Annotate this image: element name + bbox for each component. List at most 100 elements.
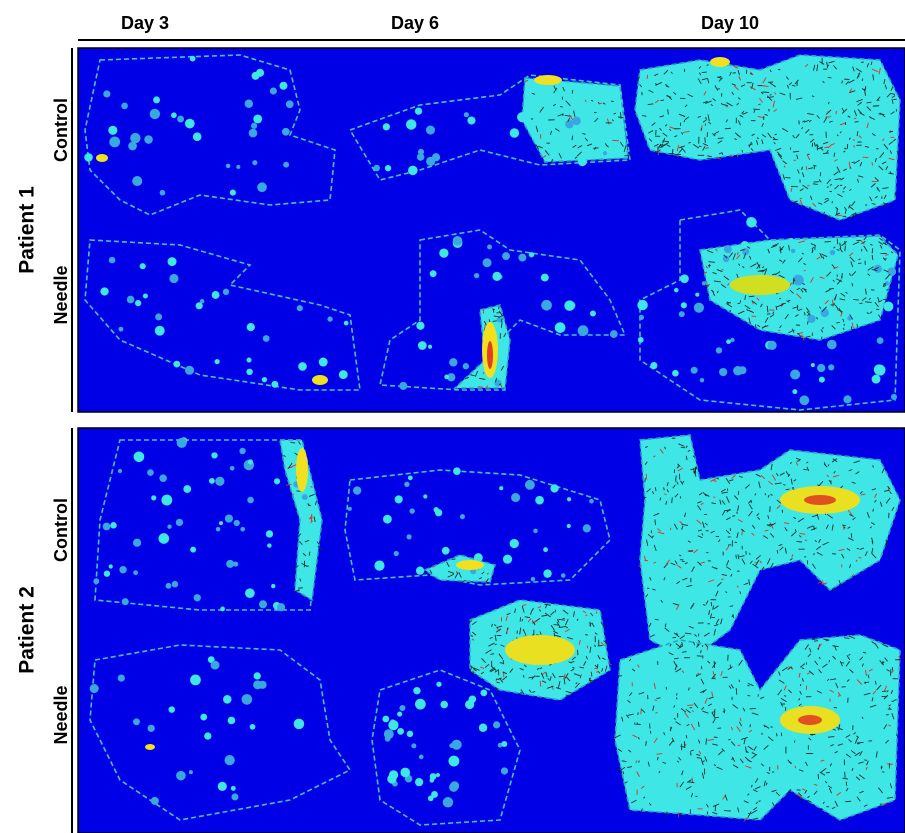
signal-dot bbox=[502, 252, 510, 260]
signal-dot bbox=[231, 793, 238, 800]
signal-dot bbox=[452, 740, 462, 750]
fiber-speck bbox=[702, 645, 703, 647]
signal-dot bbox=[413, 687, 420, 694]
fiber-speck bbox=[641, 709, 642, 714]
signal-dot bbox=[373, 165, 379, 171]
signal-dot bbox=[173, 361, 180, 368]
fiber-speck bbox=[762, 92, 769, 93]
signal-dot bbox=[194, 594, 201, 601]
signal-dot bbox=[429, 778, 434, 783]
signal-dot bbox=[467, 116, 475, 124]
fiber-speck bbox=[722, 153, 723, 155]
signal-dot bbox=[135, 300, 141, 306]
signal-dot bbox=[827, 340, 837, 350]
signal-dot bbox=[434, 507, 439, 512]
fiber-speck bbox=[748, 695, 751, 696]
signal-dot bbox=[436, 773, 440, 777]
signal-dot bbox=[151, 797, 159, 805]
signal-dot bbox=[110, 522, 116, 528]
signal-dot bbox=[499, 486, 503, 490]
signal-dot bbox=[679, 311, 685, 317]
row-label: Needle bbox=[51, 265, 71, 324]
fiber-speck bbox=[872, 248, 873, 253]
signal-dot bbox=[415, 699, 426, 710]
fiber-speck bbox=[686, 735, 687, 738]
signal-dot bbox=[252, 72, 260, 80]
signal-dot bbox=[344, 321, 349, 326]
signal-dot bbox=[487, 244, 492, 249]
fiber-speck bbox=[452, 559, 456, 560]
signal-dot bbox=[298, 362, 307, 371]
signal-dot bbox=[93, 578, 99, 584]
fiber-speck bbox=[540, 681, 541, 687]
signal-dot bbox=[741, 241, 749, 249]
signal-dot bbox=[719, 368, 727, 376]
signal-dot bbox=[479, 724, 487, 732]
fiber-speck bbox=[702, 72, 707, 73]
signal-dot bbox=[555, 322, 566, 333]
signal-dot bbox=[315, 519, 320, 524]
signal-dot bbox=[223, 695, 232, 704]
signal-dot bbox=[166, 583, 172, 589]
fiber-speck bbox=[618, 117, 623, 118]
signal-dot bbox=[463, 363, 469, 369]
fiber-speck bbox=[493, 321, 497, 322]
signal-dot bbox=[716, 347, 722, 353]
signal-dot bbox=[147, 469, 154, 476]
signal-dot bbox=[887, 267, 896, 276]
fiber-speck bbox=[705, 124, 706, 126]
fiber-speck bbox=[758, 104, 760, 105]
signal-dot bbox=[249, 129, 258, 138]
signal-dot bbox=[133, 718, 140, 725]
signal-dot bbox=[529, 252, 534, 257]
signal-dot bbox=[531, 577, 535, 581]
fiber-speck bbox=[705, 148, 709, 149]
signal-dot bbox=[724, 245, 732, 253]
signal-dot bbox=[250, 724, 256, 730]
signal-dot bbox=[416, 322, 424, 330]
signal-dot bbox=[254, 672, 261, 679]
signal-dot bbox=[817, 364, 825, 372]
figure: Day 3 Day 6 Day 10 Patient 1 Control Nee… bbox=[0, 0, 905, 833]
signal-dot bbox=[158, 533, 169, 544]
signal-dot bbox=[409, 508, 414, 513]
signal-dot bbox=[172, 581, 179, 588]
signal-dot bbox=[541, 274, 549, 282]
signal-dot bbox=[394, 551, 399, 556]
signal-dot bbox=[252, 160, 257, 165]
fiber-speck bbox=[855, 122, 859, 123]
signal-dot bbox=[301, 519, 308, 526]
signal-dot bbox=[245, 100, 253, 108]
signal-dot bbox=[406, 119, 416, 129]
signal-dot bbox=[263, 335, 270, 342]
signal-dot bbox=[122, 598, 129, 605]
column-header: Day 6 bbox=[391, 13, 439, 33]
signal-dot bbox=[118, 469, 122, 473]
fiber-speck bbox=[620, 112, 621, 119]
signal-dot bbox=[572, 117, 580, 125]
signal-dot bbox=[695, 293, 699, 297]
signal-dot bbox=[843, 395, 851, 403]
signal-dot bbox=[738, 366, 746, 374]
signal-dot bbox=[426, 157, 435, 166]
fiber-speck bbox=[646, 474, 647, 480]
fiber-speck bbox=[655, 519, 656, 525]
signal-dot bbox=[426, 126, 435, 135]
signal-dot bbox=[389, 770, 398, 779]
signal-dot bbox=[130, 133, 140, 143]
fiber-speck bbox=[791, 186, 798, 187]
fiber-speck bbox=[644, 560, 648, 561]
signal-dot bbox=[439, 248, 448, 257]
signal-dot bbox=[374, 560, 384, 570]
signal-dot bbox=[128, 142, 137, 151]
signal-dot bbox=[282, 128, 290, 136]
signal-dot bbox=[259, 600, 267, 608]
signal-dot bbox=[449, 358, 457, 366]
hotspot bbox=[505, 635, 575, 665]
signal-dot bbox=[884, 302, 894, 312]
hotspot bbox=[487, 341, 493, 369]
signal-dot bbox=[168, 706, 175, 713]
patient-label: Patient 2 bbox=[16, 586, 39, 674]
signal-dot bbox=[119, 327, 124, 332]
signal-dot bbox=[270, 88, 277, 95]
